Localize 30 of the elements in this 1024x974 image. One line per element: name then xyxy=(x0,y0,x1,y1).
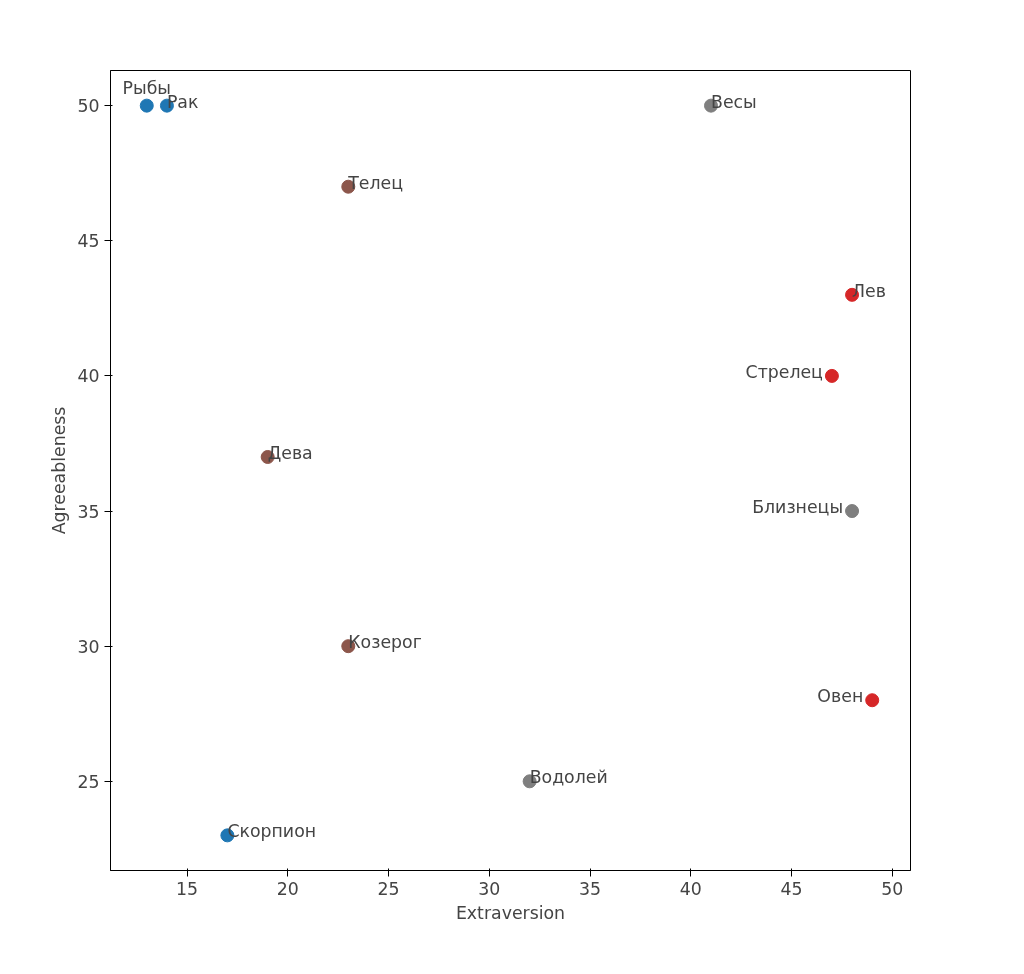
annotation: Дева xyxy=(267,442,313,463)
annotation: Водолей xyxy=(529,767,608,788)
point xyxy=(845,504,860,519)
y-axis-title: Agreeableness xyxy=(49,406,70,535)
x-tick-label: 20 xyxy=(276,878,299,899)
x-tick-label: 40 xyxy=(679,878,702,899)
y-tick-label: 50 xyxy=(77,96,100,117)
x-tick-label: 45 xyxy=(780,878,803,899)
annotation: Близнецы xyxy=(752,497,844,518)
annotation: Скорпион xyxy=(227,821,317,842)
annotation: Стрелец xyxy=(745,361,823,382)
y-tick-label: 30 xyxy=(77,636,100,657)
annotation: Овен xyxy=(817,686,864,707)
y-tick-label: 45 xyxy=(77,231,100,252)
point xyxy=(139,98,154,113)
y-tick-label: 35 xyxy=(77,501,100,522)
annotation: Телец xyxy=(347,172,404,193)
point xyxy=(865,693,880,708)
y-tick-label: 25 xyxy=(77,771,100,792)
x-tick-label: 15 xyxy=(176,878,199,899)
x-tick-label: 25 xyxy=(377,878,400,899)
x-axis-title: Extraversion xyxy=(455,902,566,923)
annotation: Козерог xyxy=(348,632,422,653)
x-tick-label: 30 xyxy=(478,878,501,899)
x-tick-label: 35 xyxy=(579,878,602,899)
y-tick-label: 40 xyxy=(77,366,100,387)
x-tick-label: 50 xyxy=(881,878,904,899)
point xyxy=(824,368,839,383)
annotation: Лев xyxy=(852,280,886,301)
annotation: Весы xyxy=(711,91,757,112)
